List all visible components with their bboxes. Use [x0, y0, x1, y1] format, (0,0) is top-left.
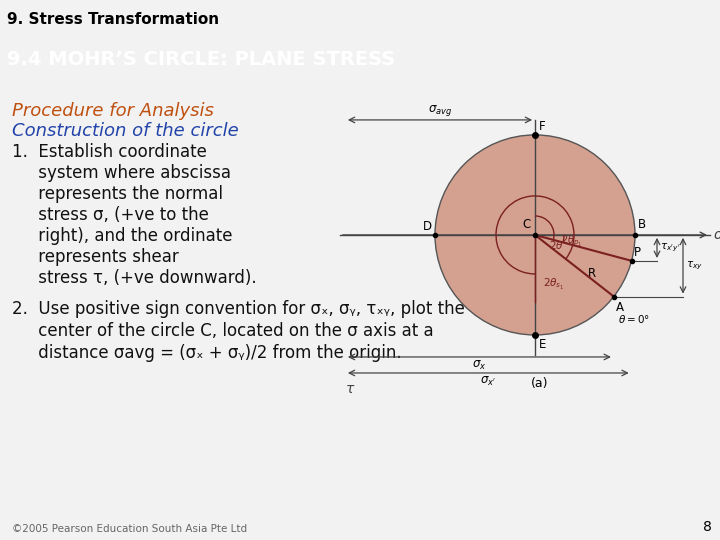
Text: represents the normal: represents the normal — [12, 185, 223, 203]
Text: represents shear: represents shear — [12, 248, 179, 266]
Text: $\sigma$: $\sigma$ — [713, 228, 720, 242]
Text: 1.  Establish coordinate: 1. Establish coordinate — [12, 143, 207, 161]
Text: $\theta = 0°$: $\theta = 0°$ — [618, 313, 649, 325]
Text: (a): (a) — [531, 377, 549, 390]
Text: $2\theta$: $2\theta$ — [549, 239, 564, 251]
Text: C: C — [522, 218, 530, 231]
Text: $\tau_{x'y'}$: $\tau_{x'y'}$ — [660, 242, 680, 254]
Text: $\tau$: $\tau$ — [345, 382, 356, 396]
Text: $\sigma_x$: $\sigma_x$ — [472, 359, 487, 372]
Text: B: B — [638, 218, 646, 231]
Text: $2\theta_{p_1}$: $2\theta_{p_1}$ — [561, 233, 582, 248]
Text: E: E — [539, 338, 546, 351]
Text: D: D — [423, 220, 432, 233]
Text: F: F — [539, 120, 546, 133]
Text: distance σavg = (σₓ + σᵧ)/2 from the origin.: distance σavg = (σₓ + σᵧ)/2 from the ori… — [12, 344, 402, 362]
Text: $\sigma_{x'}$: $\sigma_{x'}$ — [480, 375, 496, 388]
Text: Procedure for Analysis: Procedure for Analysis — [12, 102, 214, 120]
Text: stress τ, (+ve downward).: stress τ, (+ve downward). — [12, 269, 256, 287]
Text: ©2005 Pearson Education South Asia Pte Ltd: ©2005 Pearson Education South Asia Pte L… — [12, 524, 247, 534]
Text: $\sigma_{avg}$: $\sigma_{avg}$ — [428, 103, 452, 118]
Circle shape — [435, 135, 635, 335]
Text: center of the circle C, located on the σ axis at a: center of the circle C, located on the σ… — [12, 322, 433, 340]
Text: right), and the ordinate: right), and the ordinate — [12, 227, 233, 245]
Text: $2\theta_{s_1}$: $2\theta_{s_1}$ — [543, 277, 564, 292]
Text: Construction of the circle: Construction of the circle — [12, 122, 239, 140]
Text: $\tau_{xy}$: $\tau_{xy}$ — [686, 260, 703, 272]
Text: 9. Stress Transformation: 9. Stress Transformation — [7, 12, 220, 27]
Text: R: R — [588, 267, 596, 280]
Text: system where abscissa: system where abscissa — [12, 164, 231, 182]
Text: P: P — [634, 246, 641, 259]
Text: 2.  Use positive sign convention for σₓ, σᵧ, τₓᵧ, plot the: 2. Use positive sign convention for σₓ, … — [12, 300, 465, 318]
Text: 9.4 MOHR’S CIRCLE: PLANE STRESS: 9.4 MOHR’S CIRCLE: PLANE STRESS — [7, 50, 395, 69]
Text: stress σ, (+ve to the: stress σ, (+ve to the — [12, 206, 209, 224]
Text: A: A — [616, 301, 624, 314]
Text: 8: 8 — [703, 520, 712, 534]
